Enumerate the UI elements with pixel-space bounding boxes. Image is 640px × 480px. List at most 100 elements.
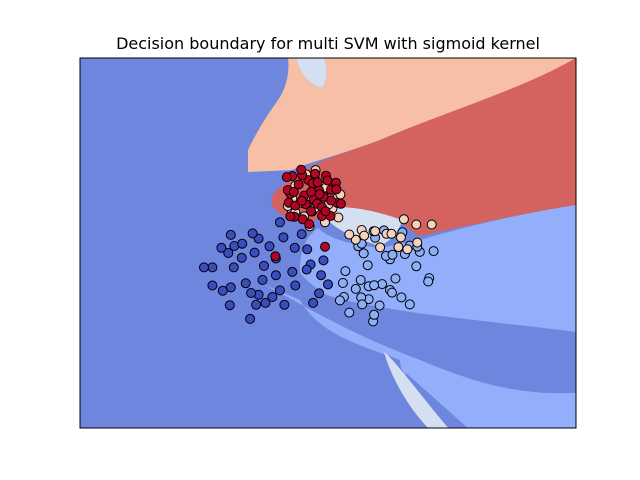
data-point-class-3 [281,172,292,183]
data-point-class-0 [314,288,325,299]
data-point-class-0 [260,297,271,308]
data-point-class-0 [274,285,285,296]
data-point-class-2 [398,214,409,225]
data-point-class-0 [207,280,218,291]
data-point-class-2 [350,234,361,245]
data-point-class-0 [249,247,260,258]
data-point-class-3 [320,241,330,252]
data-point-class-2 [375,242,386,253]
data-point-class-3 [331,184,342,195]
data-point-class-1 [362,260,373,271]
data-point-class-2 [412,237,423,248]
data-point-class-3 [320,206,331,217]
data-point-class-0 [257,275,268,285]
data-point-class-2 [402,244,413,255]
data-point-class-3 [312,177,323,188]
region-class-2-top [296,58,327,88]
data-point-class-0 [224,300,235,311]
data-point-class-0 [237,238,248,249]
data-point-class-1 [350,283,361,294]
data-point-class-0 [217,285,228,296]
data-point-class-1 [387,249,398,260]
data-points [199,164,439,327]
data-point-class-0 [207,262,218,273]
data-point-class-0 [247,228,258,239]
data-point-class-0 [279,299,290,310]
data-point-class-1 [404,299,415,310]
data-point-class-0 [216,242,227,253]
data-point-class-3 [335,198,346,209]
data-point-class-0 [225,229,236,240]
data-point-class-3 [270,251,281,262]
data-point-class-2 [386,228,397,239]
data-point-class-0 [240,278,251,289]
data-point-class-0 [259,260,269,271]
data-point-class-0 [290,280,301,291]
data-point-class-0 [316,270,327,281]
data-point-class-2 [344,229,355,240]
data-point-class-1 [337,278,348,288]
data-point-class-0 [236,252,247,263]
data-point-class-0 [289,242,300,253]
data-point-class-1 [358,248,369,259]
data-point-class-0 [199,262,209,273]
data-point-class-0 [264,241,275,252]
data-point-class-1 [428,246,439,257]
data-point-class-1 [387,287,397,298]
data-point-class-1 [411,261,422,272]
data-point-class-2 [359,230,370,241]
data-point-class-3 [304,219,315,230]
data-point-class-0 [308,297,319,308]
data-point-class-0 [278,232,289,243]
data-point-class-2 [370,226,381,237]
data-point-class-3 [293,179,304,190]
data-point-class-1 [390,273,401,284]
data-point-class-1 [396,292,407,303]
data-point-class-0 [323,279,333,290]
data-point-class-3 [306,186,317,197]
data-point-class-1 [334,295,345,306]
data-point-class-0 [245,313,256,324]
data-point-class-1 [369,280,380,291]
data-point-class-3 [306,206,317,217]
decision-regions [80,58,576,428]
data-point-class-3 [314,189,325,200]
data-point-class-3 [310,168,321,179]
data-point-class-0 [267,292,278,302]
data-point-class-1 [340,266,351,277]
data-point-class-3 [296,195,307,206]
data-point-class-0 [246,288,257,298]
data-point-class-3 [322,175,333,186]
region-class-3 [248,58,576,172]
data-point-class-0 [274,217,285,228]
axes-frame [79,57,577,429]
data-point-class-3 [326,195,336,206]
data-point-class-3 [288,186,299,197]
data-point-class-0 [318,255,329,266]
data-point-class-0 [296,229,307,240]
data-point-class-1 [344,307,355,318]
data-point-class-0 [223,248,234,258]
region-class-4 [271,58,576,236]
data-point-class-0 [302,244,313,255]
data-point-class-2 [411,219,422,230]
data-point-class-1 [369,309,380,320]
data-point-class-2 [393,242,404,253]
data-point-class-0 [301,264,312,275]
data-point-class-0 [270,270,281,281]
chart-title: Decision boundary for multi SVM with sig… [116,34,540,53]
data-point-class-0 [287,266,298,277]
plot-area [80,58,576,428]
region-class-2-wedge [384,352,449,428]
data-point-class-1 [423,276,434,287]
data-point-class-2 [426,219,437,230]
data-point-class-3 [296,164,307,175]
data-point-class-1 [355,275,366,285]
data-point-class-1 [357,299,368,310]
data-point-class-2 [395,232,406,243]
data-point-class-3 [285,211,296,222]
data-point-class-0 [228,262,239,273]
data-point-class-0 [251,299,262,310]
data-point-class-1 [374,300,385,311]
